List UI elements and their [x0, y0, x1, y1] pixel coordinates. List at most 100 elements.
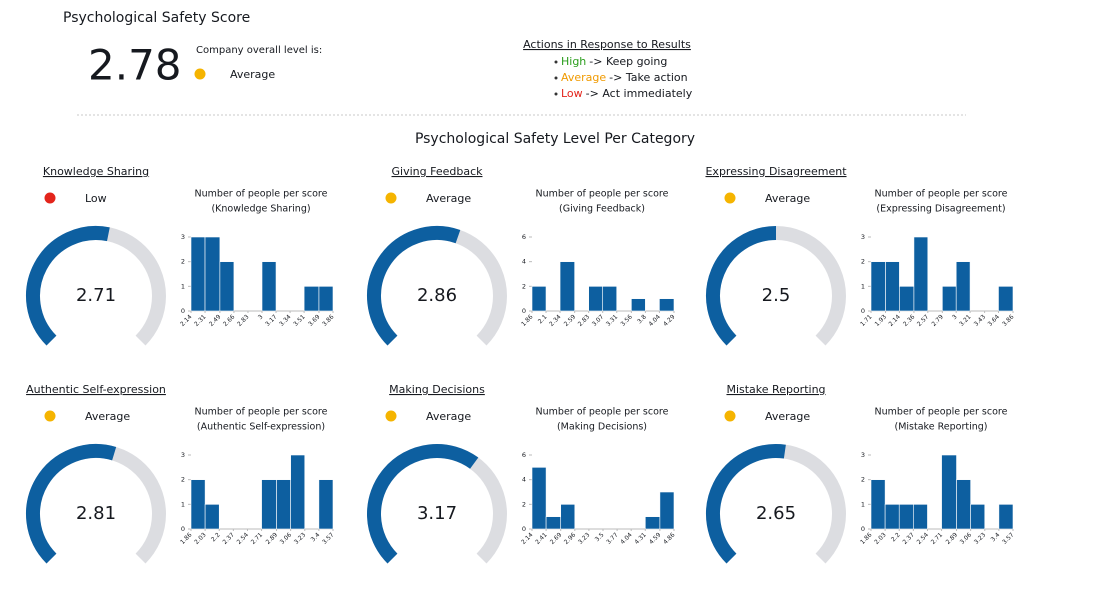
y-tick-label: 1 [181, 500, 185, 508]
y-tick-label: 3 [181, 233, 185, 241]
x-tick-label: 2.14 [520, 531, 535, 546]
hist-title: Number of people per score [536, 407, 669, 418]
x-tick-label: 1.93 [874, 313, 889, 328]
y-tick-label: 6 [522, 233, 526, 241]
bullet [554, 76, 558, 80]
x-tick-label: 2.89 [265, 531, 280, 546]
x-tick-label: 2.14 [887, 313, 902, 328]
gauge-arc [26, 226, 110, 346]
x-tick-label: 2.83 [236, 313, 251, 328]
y-tick-label: 2 [181, 258, 185, 266]
actions-title: Actions in Response to Results [523, 38, 691, 51]
x-tick-label: 4.86 [662, 531, 677, 546]
action-text: -> Act immediately [586, 87, 693, 100]
status-dot [385, 192, 397, 204]
category-title: Knowledge Sharing [43, 165, 149, 178]
x-tick-label: 2.54 [236, 531, 251, 546]
bar [998, 504, 1014, 530]
category-title: Mistake Reporting [726, 383, 825, 396]
y-tick-label: 0 [861, 307, 865, 315]
y-tick-label: 3 [181, 451, 185, 459]
y-tick-label: 0 [181, 525, 185, 533]
hist-title: Number of people per score [875, 189, 1008, 200]
overall-label: Company overall level is: [196, 45, 322, 56]
y-tick-label: 4 [522, 476, 526, 484]
x-tick-label: 3.17 [264, 313, 279, 328]
x-tick-label: 3.86 [321, 313, 336, 328]
bar [870, 261, 886, 312]
y-tick-label: 0 [861, 525, 865, 533]
x-tick-label: 3.07 [591, 313, 606, 328]
bar [602, 286, 618, 312]
bar [190, 236, 206, 312]
x-tick-label: 1.86 [520, 313, 535, 328]
action-item: Low -> Act immediately [561, 87, 693, 100]
gauge-arc [26, 444, 117, 564]
x-tick-label: 2.54 [916, 531, 931, 546]
category-title: Expressing Disagreement [705, 165, 847, 178]
status-label: Average [85, 410, 130, 423]
category-title: Authentic Self-expression [26, 383, 166, 396]
hist-subtitle: (Knowledge Sharing) [211, 204, 310, 215]
hist-subtitle: (Mistake Reporting) [895, 422, 988, 433]
y-tick-label: 4 [522, 258, 526, 266]
x-tick-label: 3.23 [293, 531, 308, 546]
bar [588, 286, 604, 312]
action-item: Average -> Take action [561, 71, 688, 84]
bar [956, 479, 971, 530]
x-tick-label: 3.06 [959, 531, 974, 546]
x-tick-label: 2.89 [945, 531, 960, 546]
bar [219, 261, 235, 312]
y-tick-label: 1 [861, 282, 865, 290]
x-tick-label: 2.34 [548, 313, 563, 328]
bar [261, 479, 277, 530]
action-text: -> Keep going [589, 55, 667, 68]
status-dot [724, 410, 736, 422]
bar [560, 504, 576, 530]
bar [970, 504, 986, 530]
gauge-value: 2.5 [762, 285, 791, 306]
bar [644, 516, 661, 530]
bar [631, 298, 646, 312]
x-tick-label: 3.5 [594, 531, 606, 543]
hist-subtitle: (Authentic Self-expression) [197, 422, 325, 433]
y-tick-label: 2 [181, 476, 185, 484]
x-tick-label: 2.79 [930, 313, 945, 328]
bar [204, 236, 221, 312]
bar [955, 261, 971, 312]
status-label: Average [426, 192, 471, 205]
gauge-value: 2.65 [756, 503, 796, 524]
y-tick-label: 3 [861, 233, 865, 241]
bar [870, 479, 886, 530]
bullet [554, 60, 558, 64]
bar [559, 261, 575, 312]
gauge-value: 2.81 [76, 503, 116, 524]
bar [899, 286, 915, 312]
x-tick-label: 4.29 [662, 313, 677, 328]
bullet [554, 92, 558, 96]
y-tick-label: 2 [522, 500, 526, 508]
x-tick-label: 3.69 [307, 313, 322, 328]
hist-subtitle: (Giving Feedback) [559, 204, 645, 215]
y-tick-label: 3 [861, 451, 865, 459]
bar [913, 504, 928, 530]
x-tick-label: 2.2 [210, 531, 222, 543]
bar [659, 491, 675, 530]
bar [659, 298, 675, 312]
status-label: Low [85, 192, 107, 205]
overall-score: 2.78 [88, 41, 182, 90]
gauge-value: 2.86 [417, 285, 457, 306]
x-tick-label: 4.59 [648, 531, 663, 546]
page-title: Psychological Safety Score [63, 10, 250, 26]
bar [290, 454, 306, 530]
bar [531, 467, 547, 530]
status-label: Average [426, 410, 471, 423]
x-tick-label: 3.31 [605, 313, 620, 328]
overall-level: Average [230, 68, 275, 81]
bar [276, 479, 291, 530]
x-tick-label: 2.59 [563, 313, 578, 328]
action-item: High -> Keep going [561, 55, 667, 68]
x-tick-label: 2.31 [193, 313, 208, 328]
